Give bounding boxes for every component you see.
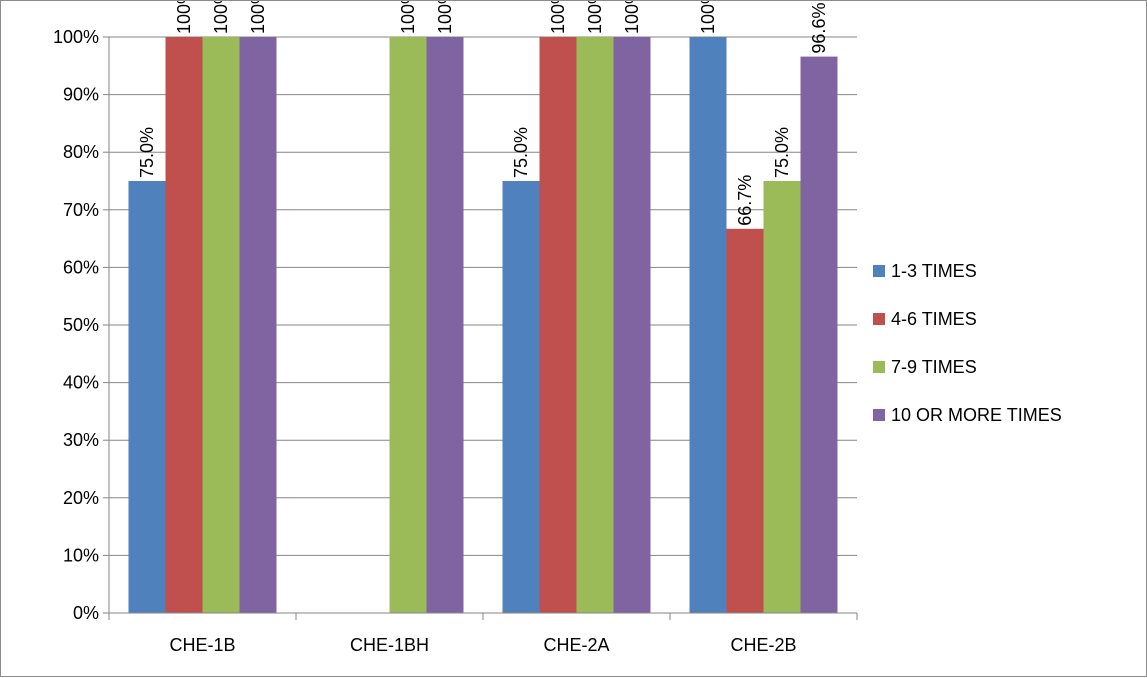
data-label: 75.0% xyxy=(772,127,792,178)
bar xyxy=(800,56,838,614)
y-tick-label: 80% xyxy=(63,142,99,162)
data-label: 66.7% xyxy=(735,175,755,226)
bar xyxy=(726,228,764,614)
bar xyxy=(613,37,651,613)
data-label: 100% xyxy=(211,1,231,34)
bars xyxy=(128,37,838,614)
bar xyxy=(389,37,427,613)
data-label: 100% xyxy=(622,1,642,34)
bar xyxy=(689,37,727,613)
data-label: 96.6% xyxy=(809,3,829,54)
bar xyxy=(502,181,540,613)
data-label: 75.0% xyxy=(137,127,157,178)
y-tick-label: 40% xyxy=(63,373,99,393)
data-label: 100% xyxy=(435,1,455,34)
y-tick-label: 0% xyxy=(73,603,99,623)
x-category-label: CHE-2A xyxy=(543,635,609,655)
y-tick-label: 50% xyxy=(63,315,99,335)
legend-label: 7-9 TIMES xyxy=(891,357,977,377)
bar xyxy=(576,37,614,613)
bar xyxy=(426,37,464,613)
axes: 0% 10% 20% 30% 40% 50% 60% 70% 80% 90% 100% CHE-1B C… xyxy=(53,27,858,655)
legend-swatch xyxy=(873,265,885,277)
data-label: 75.0% xyxy=(511,127,531,178)
y-tick-label: 70% xyxy=(63,200,99,220)
legend-label: 4-6 TIMES xyxy=(891,309,977,329)
y-tick-label: 30% xyxy=(63,430,99,450)
data-label: 100% xyxy=(248,1,268,34)
data-label: 100% xyxy=(698,1,718,34)
data-label: 100% xyxy=(548,1,568,34)
x-category-label: CHE-2B xyxy=(730,635,796,655)
y-tick-label: 100% xyxy=(53,27,99,47)
legend-swatch xyxy=(873,313,885,325)
data-label: 100% xyxy=(398,1,418,34)
legend: 1-3 TIMES 4-6 TIMES 7-9 TIMES 10 OR MORE TI… xyxy=(873,261,1062,425)
bar xyxy=(763,181,801,613)
y-tick-label: 20% xyxy=(63,488,99,508)
legend-swatch xyxy=(873,409,885,421)
legend-swatch xyxy=(873,361,885,373)
x-category-label: CHE-1BH xyxy=(350,635,429,655)
bar xyxy=(202,37,240,613)
bar xyxy=(128,181,166,613)
legend-label: 1-3 TIMES xyxy=(891,261,977,281)
data-label: 100% xyxy=(174,1,194,34)
data-label: 100% xyxy=(585,1,605,34)
bar xyxy=(165,37,203,613)
legend-label: 10 OR MORE TIMES xyxy=(891,405,1062,425)
y-tick-label: 90% xyxy=(63,85,99,105)
x-category-label: CHE-1B xyxy=(169,635,235,655)
bar xyxy=(239,37,277,613)
y-tick-label: 10% xyxy=(63,545,99,565)
bar xyxy=(539,37,577,613)
y-tick-label: 60% xyxy=(63,257,99,277)
data-labels: 75.0% 100% 100% 100% 100% 100% 75.0% 100% 100% 10… xyxy=(137,1,829,226)
